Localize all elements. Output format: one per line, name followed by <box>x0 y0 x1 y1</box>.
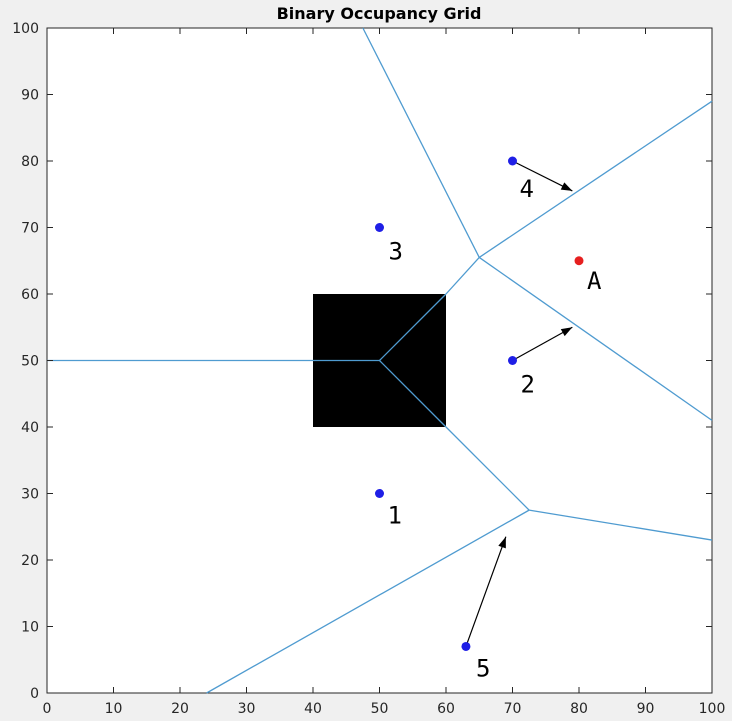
y-tick-label: 10 <box>21 620 39 636</box>
y-tick-label: 50 <box>21 354 39 370</box>
y-tick-label: 20 <box>21 553 39 569</box>
voronoi-edge <box>445 426 530 511</box>
arrow-shaft <box>465 536 507 647</box>
voronoi-edge <box>379 360 447 428</box>
x-tick-label: 70 <box>504 701 522 717</box>
arrow-head <box>560 327 573 337</box>
voronoi-edges <box>47 27 713 694</box>
voronoi-edge <box>478 256 713 421</box>
point-2 <box>508 356 517 365</box>
point-label-2: 2 <box>521 371 535 399</box>
y-tick-label: 100 <box>12 21 39 37</box>
point-1 <box>375 489 384 498</box>
y-tick-label: 90 <box>21 88 39 104</box>
y-tick-label: 70 <box>21 221 39 237</box>
x-tick-label: 20 <box>171 701 189 717</box>
voronoi-edge <box>379 293 447 361</box>
arrow-layer <box>465 160 573 647</box>
point-label-3: 3 <box>389 238 403 266</box>
arrow-shaft <box>512 326 573 362</box>
point-4 <box>508 156 517 166</box>
y-tick-label: 40 <box>21 420 39 436</box>
voronoi-edge <box>445 256 480 295</box>
point-label-5: 5 <box>476 654 490 682</box>
voronoi-edge <box>529 509 713 541</box>
x-tick-label: 10 <box>105 701 123 717</box>
axis-layer: 0 10 20 30 40 50 60 70 80 90 100 0 10 20 30 40 50 60 70 80 9… <box>12 21 725 717</box>
point-3 <box>375 223 384 232</box>
point-5 <box>461 641 471 651</box>
point-label-a: A <box>587 267 602 295</box>
point-label-1: 1 <box>388 502 402 530</box>
voronoi-edge <box>362 27 480 258</box>
x-tick-label: 60 <box>437 701 455 717</box>
y-tick-label: 60 <box>21 287 39 303</box>
x-tick-label: 90 <box>637 701 655 717</box>
y-tick-label: 80 <box>21 154 39 170</box>
chart-title: Binary Occupancy Grid <box>277 4 482 23</box>
x-tick-label: 0 <box>43 701 52 717</box>
arrow-shaft <box>512 160 573 192</box>
x-tick-label: 50 <box>371 701 389 717</box>
arrow-head <box>498 536 506 549</box>
point-label-4: 4 <box>520 175 534 203</box>
y-tick-label: 0 <box>30 686 39 702</box>
point-layer: 1 2 3 4 5 A <box>375 156 602 682</box>
point-a <box>574 256 584 266</box>
x-tick-label: 80 <box>570 701 588 717</box>
x-tick-label: 40 <box>304 701 322 717</box>
arrow-head <box>560 182 573 191</box>
x-tick-label: 100 <box>699 701 726 717</box>
voronoi-edge <box>478 100 713 258</box>
y-tick-label: 30 <box>21 487 39 503</box>
voronoi-edge <box>206 509 530 694</box>
x-tick-label: 30 <box>238 701 256 717</box>
